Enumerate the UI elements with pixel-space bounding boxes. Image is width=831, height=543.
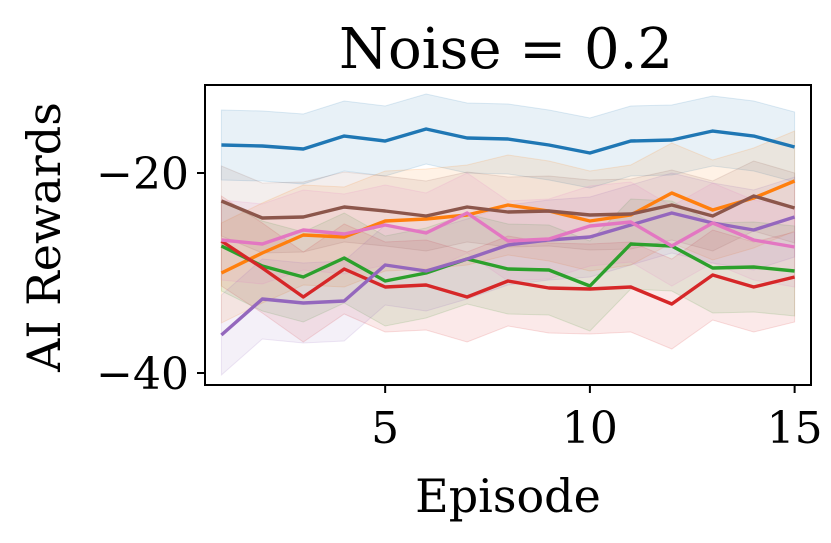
plot-frame <box>204 84 812 386</box>
series-purple-line <box>220 211 796 337</box>
series-orange-band <box>220 130 796 324</box>
series-blue-line <box>221 127 796 155</box>
series-red-line <box>220 239 796 306</box>
series-orange-line <box>220 179 796 275</box>
x-axis-label: Episode <box>415 469 601 523</box>
chart-title: Noise = 0.2 <box>339 17 673 82</box>
series-brown-line <box>220 194 796 220</box>
series-lines <box>220 127 796 337</box>
x-tick-label: 10 <box>562 403 618 454</box>
y-axis-ticks: −20 −40 <box>96 149 205 400</box>
x-axis-ticks: 5 10 15 <box>371 385 823 454</box>
x-tick-label: 5 <box>371 403 399 454</box>
series-pink-line <box>221 211 795 249</box>
x-tick-label: 15 <box>767 403 823 454</box>
series-green-band <box>220 198 796 332</box>
y-tick-label: −20 <box>96 149 189 200</box>
confidence-bands <box>220 93 796 377</box>
y-axis-label: AI Rewards <box>17 102 71 373</box>
series-red-band <box>220 195 796 350</box>
series-green-line <box>220 242 795 288</box>
y-tick-label: −40 <box>96 349 189 400</box>
series-purple-band <box>220 172 796 377</box>
